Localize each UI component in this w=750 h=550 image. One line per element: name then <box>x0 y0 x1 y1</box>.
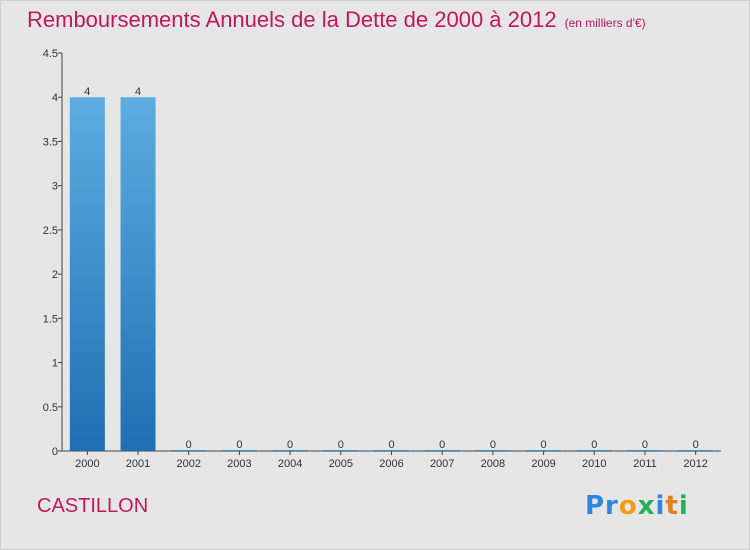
bar <box>678 450 714 451</box>
x-tick-label: 2010 <box>582 458 606 470</box>
bar <box>323 450 359 451</box>
bar <box>221 450 257 451</box>
x-tick-label: 2001 <box>126 458 150 470</box>
logo-part-3: x <box>637 491 656 521</box>
axes: 0 0.5 1 1.5 2 2.5 3 3.5 4 4.5 2000 2001 2002 2003 2004… <box>43 48 721 470</box>
logo-part-6: i <box>678 491 689 521</box>
data-label: 0 <box>388 439 394 451</box>
bar <box>475 450 511 451</box>
y-tick-label: 4.5 <box>43 48 58 60</box>
proxiti-logo: Proxiti <box>585 491 689 521</box>
y-tick-label: 2.5 <box>43 225 58 237</box>
data-label: 0 <box>591 439 597 451</box>
data-label: 0 <box>642 439 648 451</box>
logo-part-4: i <box>655 491 666 521</box>
bar <box>171 450 207 451</box>
bar <box>374 450 409 451</box>
chart-subtitle: (en milliers d'€) <box>564 16 646 30</box>
data-label: 0 <box>439 439 445 451</box>
data-label: 0 <box>541 439 547 451</box>
data-label: 4 <box>135 86 141 98</box>
data-label: 0 <box>287 439 293 451</box>
y-tick-label: 0 <box>52 446 58 458</box>
x-tick-label: 2007 <box>430 458 454 470</box>
chart-title: Remboursements Annuels de la Dette de 20… <box>27 7 646 33</box>
chart-title-text: Remboursements Annuels de la Dette de 20… <box>27 7 557 32</box>
x-tick-label: 2009 <box>531 458 555 470</box>
y-tick-label: 1 <box>52 358 58 370</box>
x-tick-label: 2003 <box>227 458 251 470</box>
x-tick-label: 2002 <box>176 458 200 470</box>
data-label: 0 <box>693 439 699 451</box>
bar <box>576 450 612 451</box>
data-label: 4 <box>84 86 90 98</box>
bar <box>424 450 460 451</box>
y-tick-label: 4 <box>52 92 58 104</box>
logo-part-5: t <box>665 491 679 521</box>
x-tick-label: 2000 <box>75 458 99 470</box>
y-tick-label: 3 <box>52 181 58 193</box>
x-tick-label: 2005 <box>329 458 353 470</box>
data-label: 0 <box>236 439 242 451</box>
y-tick-label: 0.5 <box>43 402 58 414</box>
bars <box>69 97 714 451</box>
data-label: 0 <box>338 439 344 451</box>
bar <box>120 97 156 451</box>
bar <box>69 97 105 451</box>
x-tick-label: 2008 <box>481 458 505 470</box>
commune-name: CASTILLON <box>37 495 149 517</box>
logo-part-2: o <box>618 491 638 521</box>
y-tick-label: 3.5 <box>43 136 58 148</box>
x-tick-label: 2011 <box>633 458 657 470</box>
y-tick-label: 1.5 <box>43 313 58 325</box>
y-tick-label: 2 <box>52 269 58 281</box>
bar <box>272 450 308 451</box>
x-tick-label: 2004 <box>278 458 302 470</box>
data-label: 0 <box>490 439 496 451</box>
logo-part-1: Pr <box>585 491 619 521</box>
data-label: 0 <box>186 439 192 451</box>
bar <box>526 450 562 451</box>
x-tick-label: 2012 <box>683 458 707 470</box>
x-tick-label: 2006 <box>379 458 403 470</box>
data-labels: 4 4 0 0 0 0 0 0 0 0 0 0 0 <box>84 86 698 451</box>
bar <box>627 450 663 451</box>
